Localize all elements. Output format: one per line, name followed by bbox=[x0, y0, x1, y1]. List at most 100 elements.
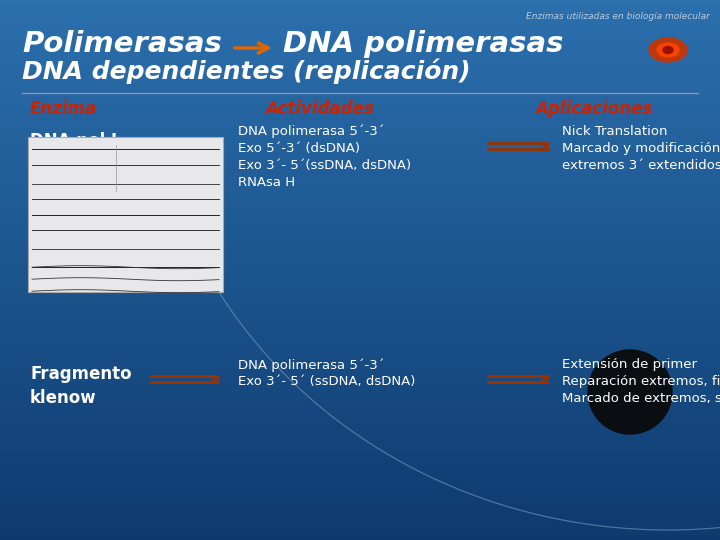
Bar bbox=[0, 24, 720, 25]
Bar bbox=[0, 191, 720, 192]
Bar bbox=[0, 409, 720, 410]
Text: Nick Translation: Nick Translation bbox=[562, 125, 667, 138]
Bar bbox=[0, 311, 720, 312]
Bar bbox=[0, 439, 720, 440]
Bar bbox=[0, 156, 720, 157]
Bar bbox=[0, 219, 720, 220]
Bar bbox=[0, 490, 720, 491]
Bar bbox=[0, 29, 720, 30]
Bar bbox=[0, 352, 720, 353]
Bar bbox=[0, 79, 720, 80]
Bar bbox=[0, 160, 720, 161]
Bar bbox=[0, 448, 720, 449]
Bar bbox=[0, 518, 720, 519]
Bar bbox=[0, 57, 720, 58]
Bar bbox=[0, 423, 720, 424]
Bar bbox=[0, 98, 720, 99]
Bar bbox=[0, 444, 720, 445]
Bar bbox=[0, 257, 720, 258]
Bar bbox=[0, 153, 720, 154]
Text: Exo 3´- 5´ (ssDNA, dsDNA): Exo 3´- 5´ (ssDNA, dsDNA) bbox=[238, 375, 415, 388]
Bar bbox=[0, 347, 720, 348]
Bar bbox=[0, 185, 720, 186]
Bar bbox=[0, 482, 720, 483]
Bar bbox=[0, 443, 720, 444]
Bar bbox=[0, 236, 720, 237]
Bar bbox=[0, 506, 720, 507]
Bar bbox=[0, 196, 720, 197]
Bar bbox=[0, 15, 720, 16]
Bar bbox=[0, 85, 720, 86]
Bar bbox=[0, 155, 720, 156]
Bar bbox=[0, 364, 720, 365]
Bar bbox=[0, 208, 720, 209]
Bar bbox=[0, 434, 720, 435]
Bar bbox=[0, 493, 720, 494]
Bar bbox=[0, 287, 720, 288]
Bar bbox=[0, 331, 720, 332]
Bar bbox=[0, 274, 720, 275]
Bar bbox=[0, 195, 720, 196]
Bar bbox=[0, 220, 720, 221]
Bar bbox=[0, 314, 720, 315]
Bar bbox=[0, 216, 720, 217]
Bar bbox=[0, 455, 720, 456]
Bar bbox=[0, 335, 720, 336]
Bar bbox=[0, 504, 720, 505]
Bar bbox=[0, 80, 720, 81]
Bar bbox=[0, 511, 720, 512]
Bar bbox=[0, 430, 720, 431]
Bar bbox=[0, 386, 720, 387]
Bar bbox=[0, 144, 720, 145]
Text: Fragmento
klenow: Fragmento klenow bbox=[30, 365, 132, 407]
Bar bbox=[0, 346, 720, 347]
Bar bbox=[0, 91, 720, 92]
Bar bbox=[0, 424, 720, 425]
Bar bbox=[0, 243, 720, 244]
Bar bbox=[0, 285, 720, 286]
Bar bbox=[0, 340, 720, 341]
Bar bbox=[0, 418, 720, 419]
Bar bbox=[0, 213, 720, 214]
Bar bbox=[0, 348, 720, 349]
Bar bbox=[0, 358, 720, 359]
Bar bbox=[0, 237, 720, 238]
Text: Actividades: Actividades bbox=[265, 100, 374, 118]
Bar bbox=[0, 65, 720, 66]
Bar bbox=[0, 3, 720, 4]
Bar bbox=[0, 288, 720, 289]
Bar bbox=[0, 253, 720, 254]
Bar bbox=[0, 212, 720, 213]
Bar bbox=[0, 529, 720, 530]
Bar bbox=[0, 276, 720, 277]
Bar bbox=[0, 465, 720, 466]
Bar bbox=[0, 303, 720, 304]
Bar bbox=[0, 143, 720, 144]
Bar bbox=[0, 367, 720, 368]
Text: Enzimas utilizadas en biología molecular: Enzimas utilizadas en biología molecular bbox=[526, 12, 710, 21]
Bar bbox=[0, 170, 720, 171]
Bar bbox=[0, 419, 720, 420]
Bar bbox=[0, 226, 720, 227]
Bar bbox=[0, 429, 720, 430]
Bar bbox=[0, 109, 720, 110]
Bar bbox=[0, 503, 720, 504]
Bar bbox=[0, 329, 720, 330]
Bar bbox=[0, 126, 720, 127]
Bar bbox=[0, 94, 720, 95]
Bar bbox=[0, 498, 720, 499]
Bar bbox=[0, 376, 720, 377]
Bar bbox=[0, 117, 720, 118]
Bar bbox=[0, 166, 720, 167]
Bar bbox=[0, 49, 720, 50]
Bar bbox=[0, 477, 720, 478]
Bar bbox=[0, 43, 720, 44]
Bar bbox=[0, 113, 720, 114]
Text: extremos 3´ extendidos: extremos 3´ extendidos bbox=[562, 159, 720, 172]
Bar bbox=[0, 456, 720, 457]
Bar bbox=[0, 350, 720, 351]
Bar bbox=[0, 56, 720, 57]
Bar bbox=[0, 320, 720, 321]
Bar bbox=[0, 458, 720, 459]
Bar bbox=[0, 72, 720, 73]
